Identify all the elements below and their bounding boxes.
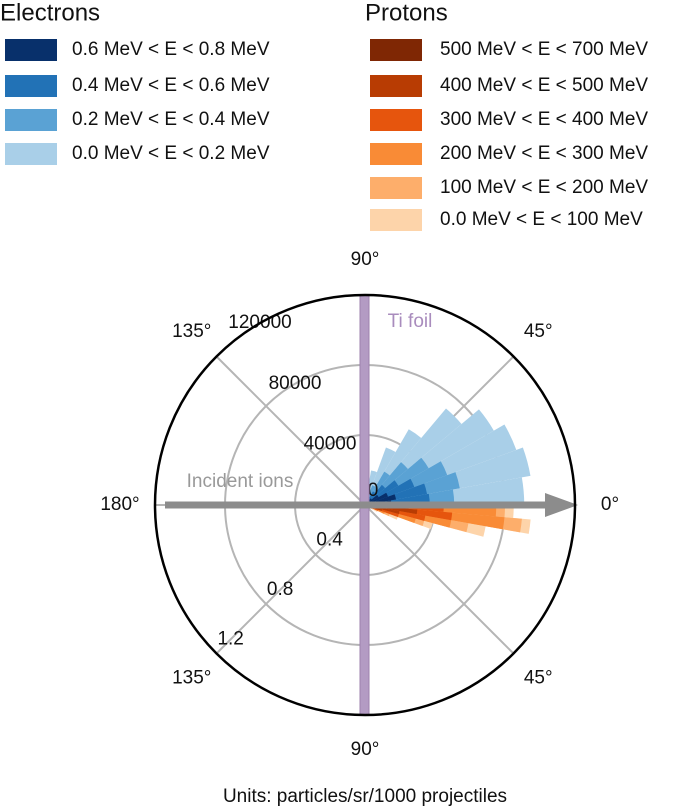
legend-label: 300 MeV < E < 400 MeV <box>440 109 648 130</box>
legend-swatch <box>370 209 422 231</box>
r-tick-label: 40000 <box>304 433 357 454</box>
legend-swatch <box>5 143 57 165</box>
legend-swatch <box>370 75 422 97</box>
ions-label: Incident ions <box>187 471 294 492</box>
grid-spoke <box>215 355 366 506</box>
ion-arrowhead <box>545 493 578 517</box>
angle-tick-label: 90° <box>351 249 380 270</box>
angle-tick-label: 90° <box>351 739 380 760</box>
r-tick-label: 0.4 <box>316 529 343 550</box>
angle-tick-label: 0° <box>601 494 619 515</box>
legend-label: 0.2 MeV < E < 0.4 MeV <box>72 109 270 130</box>
angle-tick-label: 45° <box>524 321 553 342</box>
legend-swatch <box>5 39 57 61</box>
legend-swatch <box>5 109 57 131</box>
legend-label: 0.4 MeV < E < 0.6 MeV <box>72 75 270 96</box>
legend-swatch <box>5 75 57 97</box>
legend-swatch <box>370 143 422 165</box>
legend-swatch <box>370 109 422 131</box>
legend-label: 0.6 MeV < E < 0.8 MeV <box>72 39 270 60</box>
angle-tick-label: 180° <box>100 494 139 515</box>
legend-label: 400 MeV < E < 500 MeV <box>440 75 648 96</box>
legend-label: 500 MeV < E < 700 MeV <box>440 39 648 60</box>
angle-tick-label: 135° <box>172 667 211 688</box>
outer-ring <box>153 293 577 717</box>
angle-tick-label: 45° <box>524 667 553 688</box>
legend-title: Electrons <box>0 0 100 26</box>
r-tick-label: 0 <box>368 480 379 501</box>
legend-swatch <box>370 177 422 199</box>
grid-spoke <box>215 504 366 655</box>
r-tick-label: 0.8 <box>267 579 293 600</box>
units-note: Units: particles/sr/1000 projectiles <box>223 786 507 807</box>
r-tick-label: 80000 <box>269 373 322 394</box>
legend-label: 100 MeV < E < 200 MeV <box>440 177 648 198</box>
legend-label: 0.0 MeV < E < 100 MeV <box>440 209 643 230</box>
legend-swatch <box>370 39 422 61</box>
legend-label: 0.0 MeV < E < 0.2 MeV <box>72 143 270 164</box>
r-tick-label: 1.2 <box>217 628 243 649</box>
grid-spoke <box>364 504 515 655</box>
angle-tick-label: 135° <box>172 321 211 342</box>
foil-label: Ti foil <box>388 311 433 332</box>
legend-label: 200 MeV < E < 300 MeV <box>440 143 648 164</box>
legend-title: Protons <box>365 0 448 26</box>
